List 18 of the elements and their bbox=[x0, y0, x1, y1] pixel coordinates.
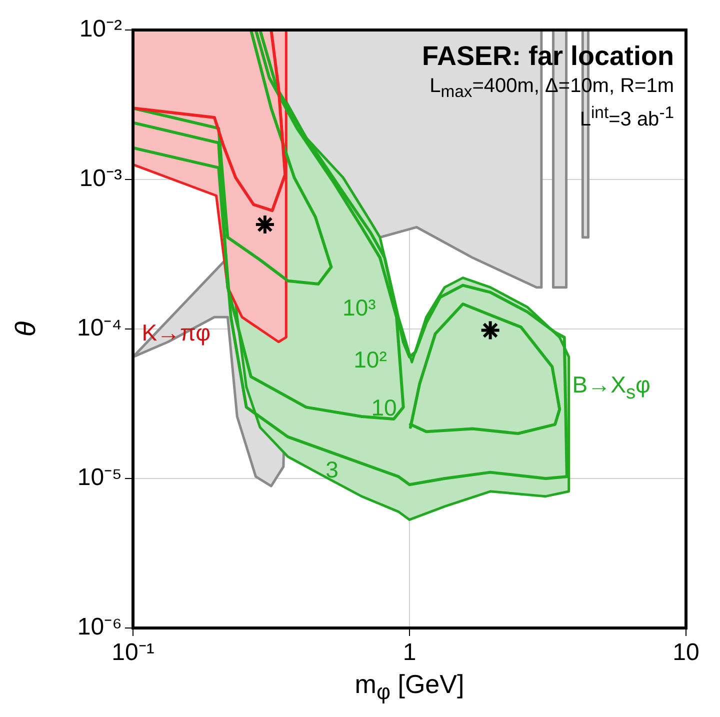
y-tick-label: 10⁻³ bbox=[79, 165, 122, 192]
y-tick-label: 10⁻⁴ bbox=[76, 314, 122, 342]
x-axis-title: m$_{φ}$ [GeV] bbox=[354, 669, 466, 706]
x-tick-label: 10 bbox=[672, 639, 700, 666]
x-tick-label: 10⁻¹ bbox=[112, 639, 154, 666]
text: L$_{max}$=400m, Δ=10m, R=1m bbox=[428, 74, 674, 103]
y-tick-label: 10⁻⁵ bbox=[77, 464, 122, 492]
annotation: B→X$_{s}$φ bbox=[572, 372, 650, 404]
annotation: K→πφ bbox=[142, 320, 211, 347]
x-tick-label: 1 bbox=[402, 639, 416, 666]
annotation: 10³ bbox=[342, 294, 376, 322]
annotation: 3 bbox=[326, 456, 338, 484]
y-tick-label: 10⁻⁶ bbox=[77, 614, 122, 641]
annotation: 10 bbox=[371, 394, 397, 422]
chart-title: FASER: far location bbox=[422, 40, 674, 73]
y-tick-label: 10⁻² bbox=[79, 16, 122, 43]
y-axis-title: θ bbox=[9, 320, 42, 339]
annotation: 10² bbox=[354, 346, 387, 374]
